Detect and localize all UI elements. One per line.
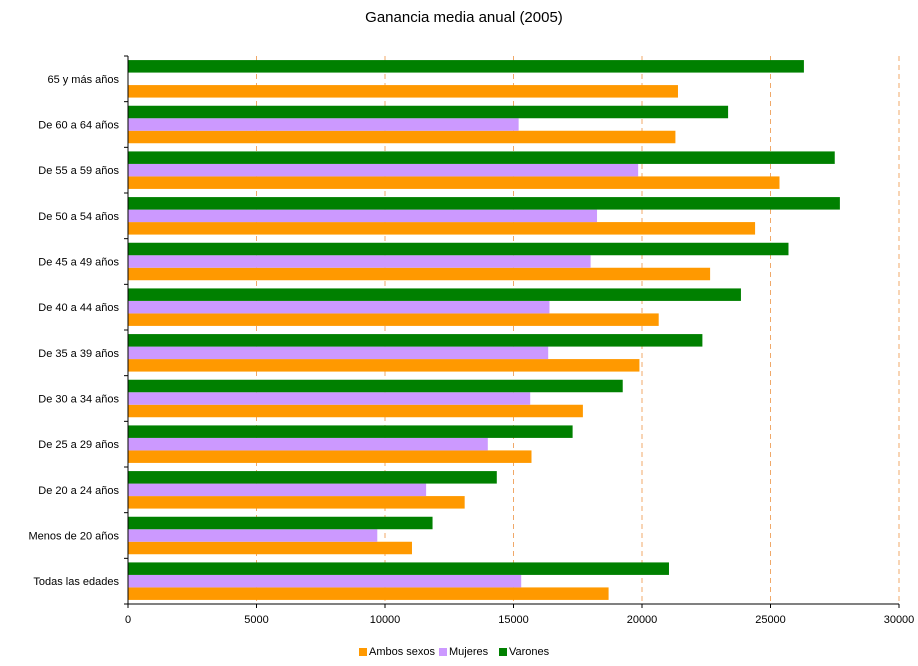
bar-varones [128,516,433,530]
legend-item: Ambos sexos [359,646,436,658]
legend-swatch [499,648,507,656]
bar-ambos-sexos [128,176,780,189]
gridlines [256,56,900,604]
bar-varones [128,288,741,301]
legend-label: Ambos sexos [369,646,436,658]
legend-swatch [359,648,367,656]
x-tick-label: 10000 [370,614,401,626]
bar-ambos-sexos [128,587,609,600]
bar-mujeres [128,118,519,131]
bar-varones [128,425,573,438]
legend-item: Varones [499,646,550,658]
category-label: Menos de 20 años [28,531,119,543]
bar-ambos-sexos [128,541,412,555]
bar-ambos-sexos [128,450,532,463]
bar-ambos-sexos [128,496,465,509]
category-label: De 20 a 24 años [38,485,119,497]
legend-swatch [439,648,447,656]
x-tick-label: 30000 [884,614,915,626]
bar-mujeres [128,392,531,405]
category-label: Todas las edades [33,576,119,588]
category-label: De 25 a 29 años [38,439,119,451]
bar-mujeres [128,346,549,360]
bars [128,60,840,600]
legend: Ambos sexos Mujeres Varones [359,646,550,658]
bar-mujeres [128,163,639,177]
bar-varones [128,379,623,393]
bar-ambos-sexos [128,404,583,418]
legend-item: Mujeres [439,646,489,658]
bar-varones [128,334,703,347]
bar-mujeres [128,255,591,268]
chart-title: Ganancia media anual (2005) [365,9,563,26]
bar-varones [128,151,835,164]
bar-mujeres [128,529,378,542]
legend-label: Varones [509,646,550,658]
category-label: De 40 a 44 años [38,302,119,314]
x-tick-label: 15000 [498,614,529,626]
x-tick-label: 25000 [755,614,786,626]
bar-varones [128,242,789,256]
bar-ambos-sexos [128,313,659,326]
x-tick-label: 5000 [244,614,268,626]
bar-varones [128,105,729,119]
category-label: De 60 a 64 años [38,120,119,132]
axes: 0 5000 10000 15000 20000 25000 30000 Todas las … [28,55,915,626]
category-label: De 50 a 54 años [38,211,119,223]
category-label: De 30 a 34 años [38,394,119,406]
bar-ambos-sexos [128,222,756,235]
bar-varones [128,471,497,484]
category-label: De 55 a 59 años [38,165,119,177]
category-label: 65 y más años [47,74,119,86]
bar-mujeres [128,209,598,223]
bar-ambos-sexos [128,359,640,372]
bar-ambos-sexos [128,267,711,281]
bar-ambos-sexos [128,130,676,144]
category-label: De 45 a 49 años [38,257,119,269]
bar-mujeres [128,574,522,588]
bar-ambos-sexos [128,85,678,98]
bar-varones [128,60,804,73]
category-label: De 35 a 39 años [38,348,119,360]
x-tick-label: 0 [125,614,131,626]
bar-mujeres [128,483,427,497]
bar-varones [128,197,840,210]
bar-mujeres [128,300,550,314]
legend-label: Mujeres [449,646,489,658]
bar-mujeres [128,437,488,451]
x-tick-label: 20000 [627,614,658,626]
bar-varones [128,562,669,575]
